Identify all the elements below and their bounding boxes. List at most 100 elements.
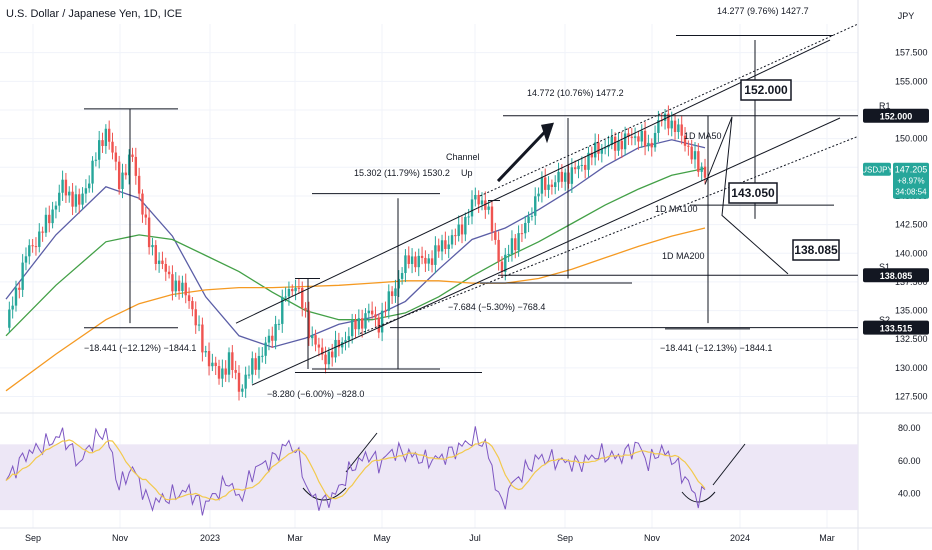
- current-price: 147.205: [895, 165, 928, 175]
- candle-body: [397, 278, 400, 289]
- candle-body: [390, 291, 394, 297]
- symbol-text: USDJPY: [861, 166, 893, 175]
- candle-body: [394, 288, 397, 297]
- candle-body: [573, 167, 577, 170]
- candle-body: [410, 256, 414, 264]
- candle-body: [404, 255, 407, 274]
- candle-body: [497, 239, 500, 262]
- candle-body: [317, 344, 321, 348]
- candle-body: [141, 193, 144, 215]
- candle-body: [51, 209, 54, 224]
- candle-body: [534, 196, 537, 216]
- candle-body: [524, 223, 527, 234]
- candle-body: [161, 260, 164, 264]
- candle-body: [221, 368, 224, 379]
- candle-body: [517, 233, 520, 251]
- candle-body: [101, 140, 104, 147]
- candle-body: [137, 175, 141, 194]
- time-tick: Nov: [644, 533, 661, 543]
- candle-body: [480, 200, 484, 205]
- candle-body: [151, 245, 154, 248]
- candle-body: [78, 194, 81, 205]
- candle-body: [184, 282, 187, 296]
- candle-body: [44, 214, 48, 233]
- callout-143-text: 143.050: [731, 186, 775, 200]
- candle-body: [104, 128, 108, 147]
- channel-up-arrowhead: [541, 122, 554, 144]
- candle-body: [91, 160, 94, 184]
- candle-body: [500, 261, 504, 272]
- candle-body: [490, 206, 494, 232]
- candle-body: [360, 318, 364, 329]
- candle-body: [237, 372, 241, 392]
- candle-body: [127, 154, 131, 176]
- candle-body: [201, 324, 204, 353]
- callout-138-box: [792, 239, 840, 261]
- candle-body: [357, 318, 361, 330]
- candle-body: [544, 177, 547, 190]
- candle-body: [640, 130, 643, 142]
- channel-label: Up: [461, 168, 473, 178]
- time-tick: Mar: [287, 533, 303, 543]
- candle-body: [301, 287, 304, 308]
- projection-path: [704, 116, 789, 275]
- price-tick: 157.500: [895, 48, 928, 58]
- candle-body: [147, 217, 151, 248]
- candle-body: [677, 124, 680, 133]
- candle-body: [38, 231, 41, 247]
- candle-body: [187, 295, 191, 302]
- candle-body: [380, 310, 384, 333]
- candle-body: [687, 145, 690, 147]
- candle-body: [697, 151, 700, 172]
- candle-body: [287, 288, 291, 297]
- channel-mid-line: [479, 23, 859, 197]
- candle-body: [620, 140, 623, 150]
- candle-body: [227, 352, 231, 375]
- candle-body: [331, 351, 334, 358]
- candle-body: [400, 273, 404, 279]
- candle-body: [547, 184, 550, 190]
- candle-body: [211, 362, 214, 367]
- candle-body: [580, 164, 584, 166]
- candle-body: [64, 179, 68, 196]
- candle-body: [267, 335, 271, 343]
- candle-body: [164, 263, 167, 272]
- candle-body: [510, 238, 514, 254]
- candle-body: [567, 172, 570, 184]
- candle-body: [274, 324, 277, 341]
- candle-body: [643, 130, 647, 147]
- candle-body: [84, 188, 88, 194]
- channel-inner-line: [359, 135, 859, 334]
- candle-body: [633, 136, 637, 138]
- candle-body: [454, 235, 457, 237]
- candle-body: [487, 206, 490, 210]
- rsi-tick: 40.00: [898, 489, 921, 499]
- candle-body: [623, 133, 627, 150]
- ma200-label: 1D MA200: [662, 251, 705, 261]
- r1-price-value: 152.000: [880, 112, 913, 122]
- candle-body: [191, 301, 194, 310]
- measure-label-5: −7.684 (−5.30%) −768.4: [448, 302, 545, 312]
- candle-body: [24, 256, 28, 263]
- candle-body: [593, 142, 597, 158]
- ma50-label: 1D MA50: [684, 131, 722, 141]
- candle-body: [590, 152, 594, 158]
- candle-body: [554, 182, 557, 187]
- candle-body: [673, 120, 677, 133]
- candle-body: [94, 159, 98, 161]
- candle-body: [257, 355, 261, 370]
- price-tick: 132.500: [895, 334, 928, 344]
- candle-body: [281, 297, 284, 324]
- candle-body: [587, 152, 590, 170]
- callout-143-box: [728, 182, 778, 204]
- candle-body: [494, 231, 497, 240]
- candle-body: [354, 320, 357, 330]
- candle-body: [474, 194, 477, 200]
- candle-body: [324, 354, 327, 365]
- measure-label-2: 14.772 (10.76%) 1477.2: [527, 88, 624, 98]
- rsi-bottom-curve: [302, 487, 347, 501]
- measure-label-4: −18.441 (−12.12%) −1844.1: [84, 343, 196, 353]
- candle-body: [657, 120, 660, 133]
- candle-body: [577, 165, 580, 170]
- candle-body: [384, 310, 387, 312]
